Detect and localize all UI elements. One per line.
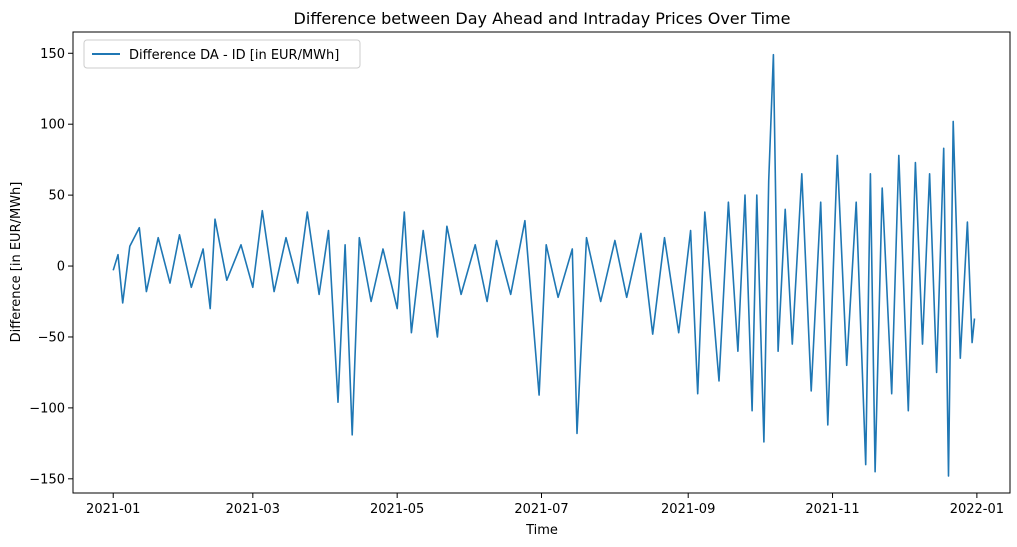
legend-box (83, 39, 361, 69)
x-tick-label: 2021-07 (514, 502, 568, 517)
x-tick-label: 2021-11 (805, 502, 859, 517)
y-tick-label: −50 (38, 330, 65, 345)
y-tick-label: 0 (57, 260, 65, 275)
x-tick-label: 2021-03 (226, 502, 280, 517)
y-tick-label: −100 (29, 401, 65, 416)
chart-title: Difference between Day Ahead and Intrada… (294, 9, 791, 28)
x-axis: 2021-01 2021-03 2021-05 2021-07 2021-09 2021-… (86, 493, 1004, 517)
y-tick-label: −150 (29, 472, 65, 487)
y-tick-label: 100 (40, 118, 65, 133)
y-tick-label: 150 (40, 47, 65, 62)
x-tick-label: 2021-09 (661, 502, 715, 517)
y-tick-label: 50 (48, 189, 65, 204)
y-axis-label: Difference [in EUR/MWh] (9, 182, 24, 343)
y-axis: −150 −100 −50 0 50 100 150 (29, 47, 73, 487)
legend: Difference DA - ID [in EUR/MWh] (83, 39, 361, 69)
x-axis-label: Time (525, 523, 558, 538)
series-line-difference-da-id (112, 53, 976, 477)
x-tick-label: 2021-05 (370, 502, 424, 517)
x-tick-label: 2021-01 (86, 502, 140, 517)
legend-entry: Difference DA - ID [in EUR/MWh] (129, 48, 339, 63)
x-tick-label: 2022-01 (950, 502, 1004, 517)
